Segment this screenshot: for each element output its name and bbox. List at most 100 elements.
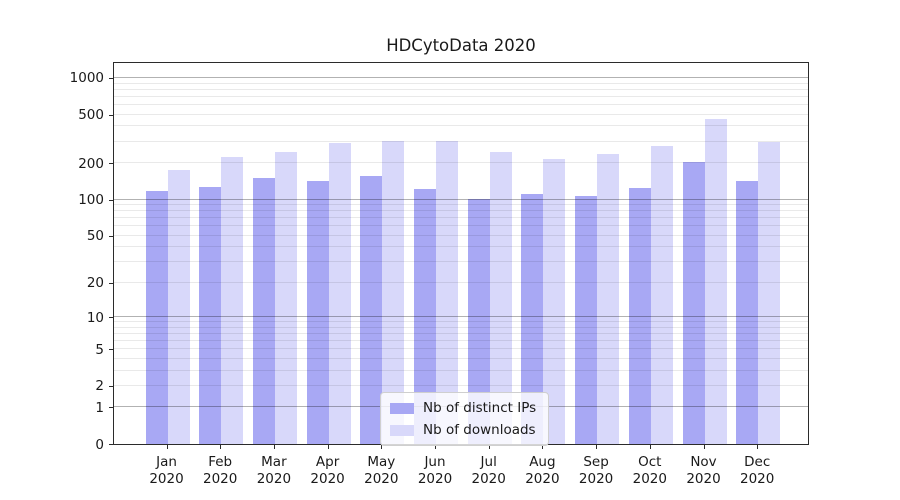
x-label-month: Dec — [744, 454, 771, 470]
x-tick-label-oct: Oct 2020 — [633, 454, 667, 488]
bar-downloads-oct-2020 — [650, 145, 673, 444]
x-axis-tick — [273, 445, 275, 449]
x-tick-label-jan: Jan 2020 — [149, 454, 183, 488]
bar-distinct-ips-oct-2020 — [628, 188, 651, 444]
y-axis-tick — [109, 163, 113, 164]
x-tick-label-jul: Jul 2020 — [472, 454, 506, 488]
y-tick-label: 0 — [95, 436, 104, 453]
y-axis-tick — [109, 317, 113, 318]
x-axis-tick — [757, 445, 759, 449]
x-axis-tick — [542, 445, 544, 449]
bar-downloads-aug-2020 — [543, 159, 566, 444]
bar-distinct-ips-mar-2020 — [252, 178, 275, 444]
bar-downloads-apr-2020 — [328, 143, 351, 444]
x-label-year: 2020 — [471, 471, 506, 487]
bar-downloads-jan-2020 — [167, 169, 190, 444]
gridline-minor — [114, 113, 808, 115]
x-label-year: 2020 — [686, 471, 721, 487]
bar-downloads-feb-2020 — [221, 156, 244, 444]
x-label-year: 2020 — [149, 471, 184, 487]
x-label-month: Jun — [424, 454, 446, 470]
x-label-year: 2020 — [256, 471, 292, 487]
bar-distinct-ips-aug-2020 — [521, 193, 544, 444]
y-axis-tick — [109, 444, 113, 445]
bar-distinct-ips-jun-2020 — [414, 189, 436, 444]
x-label-year: 2020 — [525, 471, 560, 487]
x-label-year: 2020 — [417, 471, 453, 487]
x-label-month: Apr — [315, 454, 340, 470]
x-tick-label-jun: Jun 2020 — [418, 454, 452, 488]
legend: Nb of distinct IPs Nb of downloads — [380, 392, 550, 446]
plot-area: Nb of distinct IPs Nb of downloads — [113, 62, 809, 446]
x-label-year: 2020 — [203, 471, 238, 487]
x-axis-tick — [166, 445, 168, 449]
x-label-month: May — [367, 454, 396, 470]
x-tick-label-nov: Nov 2020 — [686, 454, 720, 488]
y-axis-tick — [109, 407, 113, 409]
x-tick-label-aug: Aug 2020 — [525, 454, 559, 488]
y-tick-label: 20 — [86, 275, 104, 292]
x-tick-label-may: May 2020 — [364, 454, 398, 488]
y-tick-label: 200 — [78, 155, 104, 172]
x-label-month: Jan — [156, 454, 177, 470]
bar-downloads-jun-2020 — [436, 140, 458, 444]
bar-distinct-ips-apr-2020 — [306, 181, 329, 444]
chart-title: HDCytoData 2020 — [386, 36, 536, 55]
x-label-month: Mar — [261, 454, 287, 470]
x-label-year: 2020 — [310, 471, 345, 487]
x-axis-tick — [220, 445, 222, 449]
bar-downloads-mar-2020 — [274, 152, 297, 444]
y-tick-label: 1 — [95, 399, 104, 416]
y-tick-label: 500 — [78, 107, 104, 124]
bar-downloads-sep-2020 — [597, 154, 620, 444]
x-axis-tick — [435, 445, 436, 449]
y-tick-label: 50 — [86, 228, 104, 245]
bar-distinct-ips-dec-2020 — [736, 181, 759, 444]
x-label-year: 2020 — [632, 471, 667, 487]
x-axis-tick — [327, 445, 329, 449]
y-tick-label: 100 — [78, 192, 104, 208]
bar-distinct-ips-sep-2020 — [575, 195, 598, 444]
x-axis-tick — [488, 445, 490, 449]
y-tick-label: 1000 — [69, 70, 104, 87]
y-axis-tick — [109, 235, 113, 237]
bar-downloads-nov-2020 — [704, 119, 727, 444]
y-axis-tick — [109, 114, 113, 116]
legend-swatch-distinct-ips — [390, 402, 414, 414]
y-tick-label: 10 — [86, 309, 104, 326]
y-axis-tick — [109, 385, 113, 387]
x-label-month: Sep — [583, 454, 609, 470]
x-tick-label-feb: Feb 2020 — [203, 454, 237, 488]
bar-distinct-ips-jan-2020 — [145, 191, 168, 444]
bar-distinct-ips-feb-2020 — [199, 186, 222, 444]
legend-item: Nb of downloads — [390, 421, 536, 439]
gridline-major — [114, 76, 808, 78]
bar-downloads-may-2020 — [382, 140, 405, 444]
y-axis-tick — [109, 199, 113, 201]
x-tick-label-sep: Sep 2020 — [579, 454, 613, 488]
gridline-minor — [114, 82, 808, 84]
x-label-month: Feb — [208, 454, 233, 470]
gridline-minor — [114, 104, 808, 105]
bar-downloads-jul-2020 — [489, 151, 512, 444]
bar-distinct-ips-nov-2020 — [682, 162, 705, 444]
legend-swatch-downloads — [390, 424, 414, 436]
x-label-year: 2020 — [740, 471, 775, 487]
x-label-year: 2020 — [578, 471, 614, 487]
y-tick-label: 5 — [95, 341, 104, 358]
bar-distinct-ips-may-2020 — [360, 175, 383, 444]
x-axis-tick — [381, 445, 383, 449]
x-axis-tick — [649, 445, 651, 449]
x-tick-label-apr: Apr 2020 — [310, 454, 344, 488]
bar-distinct-ips-jul-2020 — [467, 199, 490, 444]
y-tick-label: 2 — [95, 378, 104, 395]
bar-downloads-dec-2020 — [758, 142, 781, 444]
x-tick-label-dec: Dec 2020 — [740, 454, 774, 488]
gridline-minor — [114, 88, 808, 90]
x-axis-tick — [596, 445, 598, 449]
x-label-month: Jul — [480, 454, 497, 470]
x-label-year: 2020 — [364, 471, 399, 487]
y-axis-tick — [109, 349, 113, 351]
y-axis-tick — [109, 77, 113, 79]
